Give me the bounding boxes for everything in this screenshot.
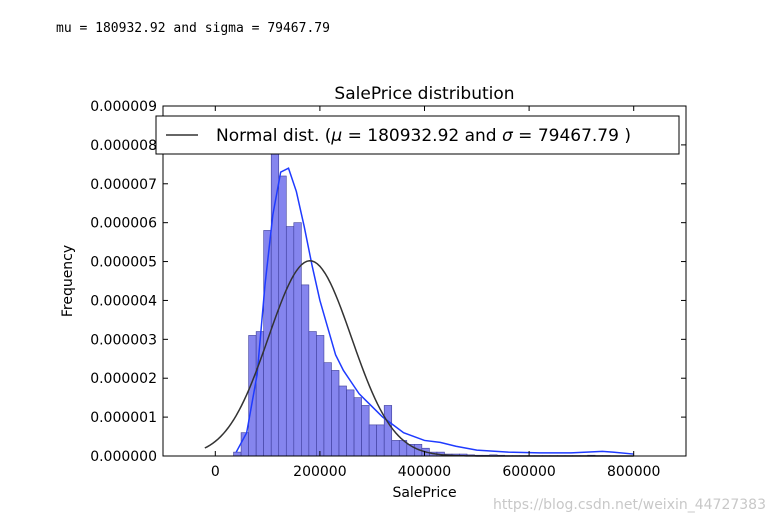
histogram-bar — [278, 175, 287, 457]
kde-curve — [235, 167, 634, 455]
console-output: mu = 180932.92 and sigma = 79467.79 — [56, 21, 330, 36]
y-tick-label: 0.000009 — [90, 99, 157, 115]
histogram-bar — [316, 335, 325, 457]
y-tick-label: 0.000008 — [90, 138, 157, 154]
histogram-bar — [270, 152, 280, 457]
x-tick-label: 600000 — [502, 464, 555, 480]
histogram-bar — [346, 389, 355, 457]
axis-ticks: 0 200000 400000 600000 800000 0.000000 0.00000… — [90, 99, 686, 480]
y-tick-label: 0.000005 — [90, 255, 157, 271]
y-tick-label: 0.000000 — [90, 449, 157, 465]
histogram-bar — [331, 370, 340, 457]
histogram-bar — [301, 284, 310, 457]
chart-title: SalePrice distribution — [334, 84, 514, 104]
y-tick-label: 0.000004 — [90, 293, 157, 309]
legend: Normal dist. (μ = 180932.92 and σ = 7946… — [155, 115, 680, 155]
y-tick-label: 0.000002 — [90, 371, 157, 387]
y-tick-label: 0.000001 — [90, 410, 157, 426]
legend-frame — [155, 115, 680, 155]
histogram-bar — [376, 424, 385, 457]
histogram-bar — [391, 440, 400, 457]
y-tick-label: 0.000006 — [90, 216, 157, 232]
legend-label: Normal dist. (μ = 180932.92 and σ = 7946… — [216, 126, 631, 146]
plot-frame — [162, 105, 687, 457]
histogram-bar — [248, 335, 257, 457]
histogram-bars — [233, 152, 611, 457]
watermark: https://blog.csdn.net/weixin_44727383 — [492, 497, 766, 513]
histogram-bar — [368, 424, 377, 457]
y-tick-label: 0.000003 — [90, 332, 157, 348]
y-axis-label: Frequency — [60, 245, 76, 317]
histogram-bar — [233, 451, 242, 457]
legend-math-part: μ = — [330, 126, 367, 146]
histogram-bar — [323, 362, 332, 457]
histogram-bar — [383, 405, 393, 457]
histogram-bar — [361, 405, 370, 457]
legend-math-part: σ = — [502, 126, 538, 146]
y-tick-label: 0.000007 — [90, 177, 157, 193]
histogram-bar — [353, 397, 362, 457]
legend-text-part: 79467.79 ) — [538, 126, 631, 146]
x-axis-label: SalePrice — [392, 485, 456, 501]
legend-text-part: 180932.92 and — [367, 126, 502, 146]
legend-text-part: Normal dist. ( — [216, 126, 331, 146]
histogram-bar — [293, 222, 302, 457]
histogram-bar — [285, 226, 295, 457]
x-tick-label: 200000 — [293, 464, 346, 480]
histogram-bar — [308, 331, 317, 457]
histogram-bar — [338, 385, 347, 457]
x-tick-label: 0 — [211, 464, 220, 480]
x-tick-label: 800000 — [607, 464, 660, 480]
x-tick-label: 400000 — [398, 464, 451, 480]
